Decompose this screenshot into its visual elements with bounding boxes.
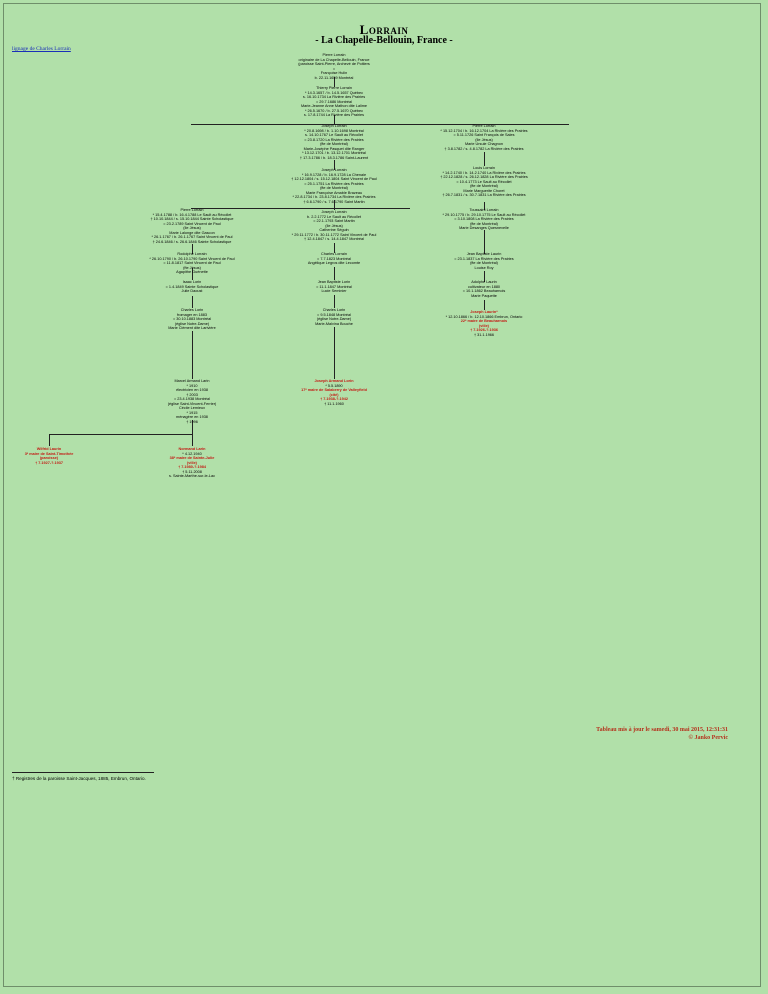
person-joseph-lorrain-g3: Joseph Lorrain * 20.8.1698 / b. 1.10.1698… <box>299 124 369 160</box>
person-thierry-pierre-lorrain: Thierry Pierre Lorrain * 14.3.1657 / b. 1… <box>300 86 368 117</box>
connector-line <box>192 244 193 254</box>
person-joseph-armand-lorin: Joseph Armand Lorin * 5.5.1890 17ᵉ maire d… <box>301 379 367 406</box>
person-pierre-lorrain-g5: Pierre Lorrain * 15.4.1788 / b. 16.4.1788… <box>150 208 234 244</box>
person-isaac-lorin: Isaac Lorin = 1.4.1849 Sainte Scholastiqu… <box>165 280 219 293</box>
connector-line <box>192 296 193 308</box>
person-charles-lorin-g8: Charles Lorin fromager en 1883 = 30.10.188… <box>168 308 216 330</box>
connector-line <box>192 420 193 446</box>
person-normand-larin: Normand Larin * 4.12.1940 38ᵉ maire de Sai… <box>168 447 215 478</box>
person-louis-lorrain: Louis Lorrain * 14.2.1740 / b. 14.2.1740 … <box>440 166 528 197</box>
connector-line <box>49 434 192 435</box>
connector-line <box>484 202 485 210</box>
person-marcel-armand-larin: Marcel Armand Larin * 1910 électricien en … <box>167 379 217 424</box>
connector-line <box>334 295 335 308</box>
connector-line <box>191 124 569 125</box>
page-title: Lorrain <box>359 22 409 37</box>
update-date: Tableau mis à jour le samedi, 30 mai 201… <box>596 727 728 733</box>
connector-line <box>334 327 335 379</box>
footnote-divider <box>12 772 154 773</box>
connector-line <box>484 230 485 254</box>
footnote: † Registres de la paroisse Saint-Jacques… <box>12 776 146 781</box>
person-joseph-lorrain-g4: Joseph Lorrain * 16.9.1728 / b. 16.9.1728… <box>291 168 377 204</box>
connector-line <box>334 200 335 210</box>
connector-line <box>192 268 193 280</box>
connector-line <box>334 267 335 280</box>
person-adolphe-laurin: Adolphe Laurin cultivateur en 1880 = 10.1.… <box>462 280 506 298</box>
person-pierre-lorrain-g3: Pierre Lorrain * 15.12.1704 / b. 16.12.17… <box>440 124 528 151</box>
person-jean-baptiste-lorin: Jean Baptiste Lorin = 11.1.1847 Montréal L… <box>316 280 352 293</box>
connector-line <box>192 331 193 379</box>
page-frame <box>3 3 761 987</box>
copyright: © Janko Pervic <box>688 735 728 741</box>
connector-line <box>49 434 50 446</box>
person-joseph-laurin: Joseph Laurin* * 12.10.1866 / b. 12.10.18… <box>445 310 523 337</box>
person-charles-lorrain: Charles Lorrain = 7.7.1823 Montréal Angéli… <box>307 252 361 265</box>
person-charles-lorin-g8b: Charles Lorin = 9.5.1848 Montréal (église … <box>315 308 353 326</box>
person-jean-baptiste-laurin: Jean Baptiste Laurin = 23.1.1837 La Riviè… <box>454 252 514 270</box>
connector-line <box>484 152 485 166</box>
person-joseph-lorrain-g5: Joseph Lorrain b. 2.2.1772 Le Sault au Ré… <box>291 210 377 241</box>
person-pierre-lorrain-g1: Pierre Lorrain originaire de La Chapelle-… <box>298 53 370 80</box>
person-rodolphe-lorrain: Rodolphe Lorrain * 26.10.1790 / b. 26.10.… <box>149 252 235 274</box>
connector-line <box>484 300 485 310</box>
connector-line <box>334 77 335 87</box>
lineage-link[interactable]: lignage de Charles Lorrain <box>12 46 71 52</box>
connector-line <box>334 115 335 125</box>
connector-line <box>484 271 485 282</box>
person-toussaint-lorrain: Toussaint Lorrain * 29.10.1775 / b. 29.10… <box>442 208 526 230</box>
connector-line <box>334 160 335 170</box>
update-stamp: Tableau mis à jour le samedi, 30 mai 201… <box>596 726 728 742</box>
page-subtitle: - La Chapelle-Bellouin, France - <box>315 35 453 46</box>
connector-line <box>334 243 335 253</box>
connector-line <box>191 208 410 209</box>
person-wilfrid-laurin: Wilfrid Laurin 3ᵉ maire de Saint-Timothée… <box>24 447 74 465</box>
